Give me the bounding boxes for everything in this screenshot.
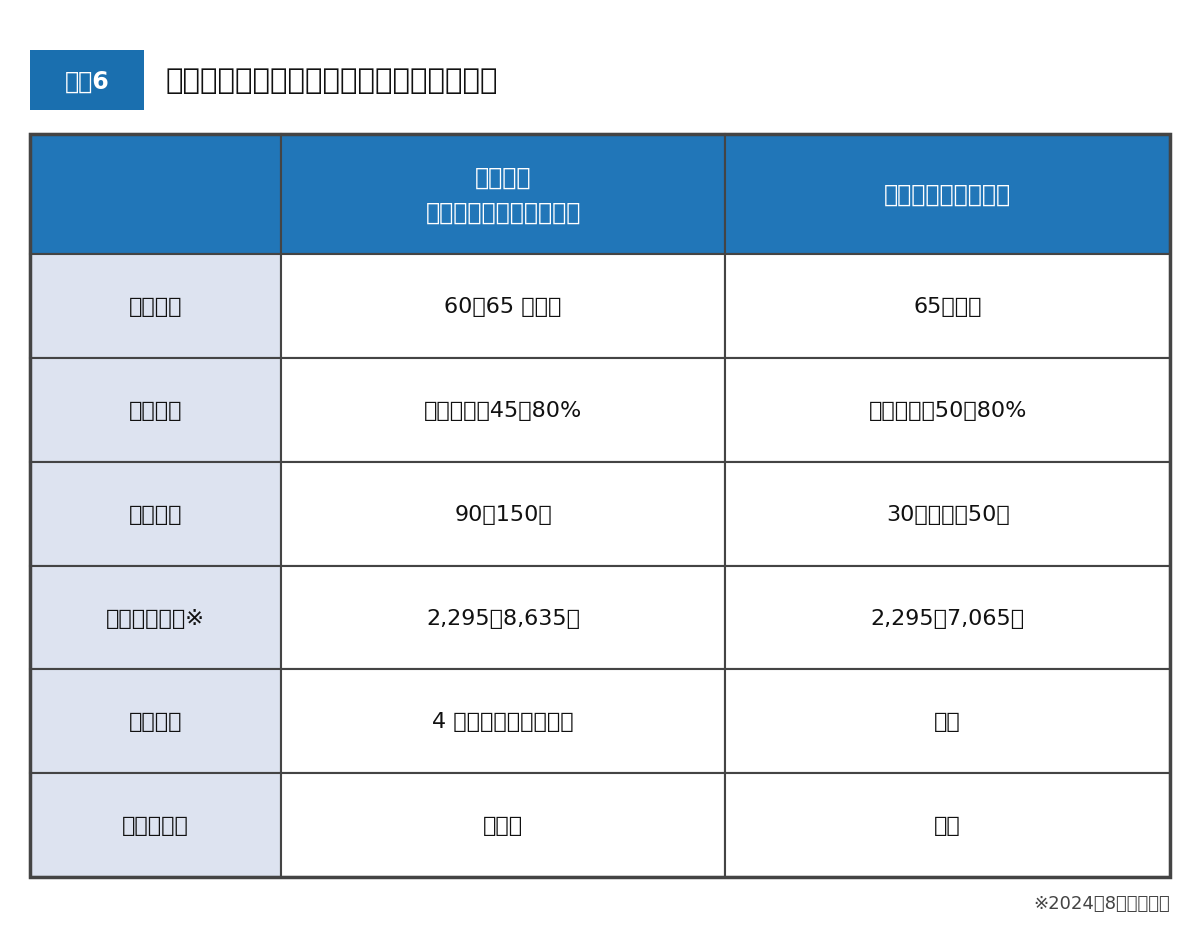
Bar: [726, 359, 1170, 462]
Bar: [726, 255, 1170, 359]
Bar: [30, 135, 281, 255]
Text: 一括: 一括: [935, 712, 961, 731]
Text: 可能: 可能: [935, 815, 961, 835]
Text: 賃金日額の50〜80%: 賃金日額の50〜80%: [869, 401, 1027, 420]
Text: 基本手当日額※: 基本手当日額※: [106, 608, 205, 628]
Bar: [30, 51, 144, 111]
Bar: [30, 359, 281, 462]
Bar: [726, 566, 1170, 670]
Bar: [281, 359, 726, 462]
Text: 支給方法: 支給方法: [128, 712, 182, 731]
Text: 年金の併給: 年金の併給: [122, 815, 188, 835]
Text: 65歳以上: 65歳以上: [913, 297, 982, 317]
Text: 30日または50日: 30日または50日: [886, 504, 1009, 524]
Bar: [30, 566, 281, 670]
Text: 2,295〜8,635円: 2,295〜8,635円: [426, 608, 580, 628]
Bar: [726, 135, 1170, 255]
Bar: [726, 462, 1170, 566]
Text: 4 週に一度の認定ごと: 4 週に一度の認定ごと: [432, 712, 574, 731]
Bar: [281, 566, 726, 670]
Text: 図表6: 図表6: [65, 70, 109, 93]
Bar: [281, 135, 726, 255]
Text: 失業給付と高年齢求職者給付金の給付条件: 失業給付と高年齢求職者給付金の給付条件: [166, 67, 498, 96]
Bar: [30, 255, 281, 359]
Bar: [30, 773, 281, 877]
Text: 対象年齢: 対象年齢: [128, 297, 182, 317]
Bar: [30, 135, 1170, 877]
Bar: [281, 670, 726, 773]
Text: 給付日数: 給付日数: [128, 504, 182, 524]
Bar: [726, 773, 1170, 877]
Text: 90〜150日: 90〜150日: [455, 504, 552, 524]
Bar: [281, 462, 726, 566]
Bar: [281, 255, 726, 359]
Bar: [726, 670, 1170, 773]
Text: 不可能: 不可能: [484, 815, 523, 835]
Text: 失業給付
（雇用保険の基本手当）: 失業給付 （雇用保険の基本手当）: [426, 165, 581, 225]
Bar: [281, 773, 726, 877]
Text: 高年齢求職者給付金: 高年齢求職者給付金: [884, 183, 1012, 207]
Bar: [30, 462, 281, 566]
Text: 60〜65 歳未満: 60〜65 歳未満: [444, 297, 562, 317]
Text: 賃金日額の45〜80%: 賃金日額の45〜80%: [424, 401, 582, 420]
Text: 支給金額: 支給金額: [128, 401, 182, 420]
Text: ※2024年8月〜の金額: ※2024年8月〜の金額: [1033, 894, 1170, 911]
Bar: [30, 670, 281, 773]
Text: 2,295〜7,065円: 2,295〜7,065円: [871, 608, 1025, 628]
